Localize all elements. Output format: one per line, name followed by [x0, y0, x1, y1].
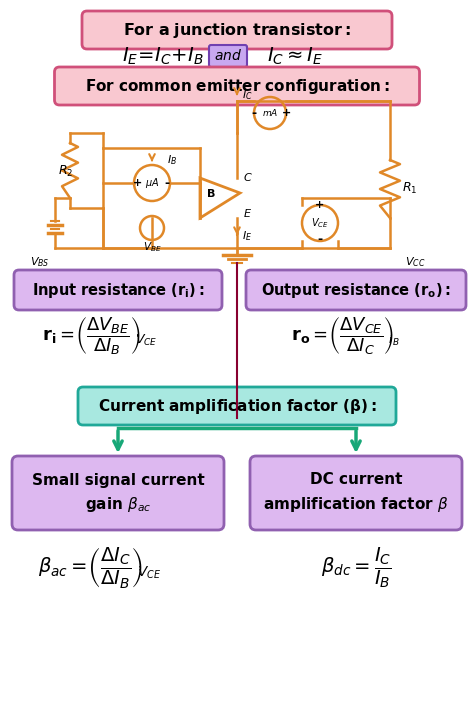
Text: $V_{CC}$: $V_{CC}$ [405, 255, 425, 269]
Text: B: B [207, 189, 215, 199]
Text: $I_C$: $I_C$ [242, 88, 253, 102]
Text: $I_E\!=\!I_C\!+\!I_B$: $I_E\!=\!I_C\!+\!I_B$ [122, 45, 204, 67]
Text: -: - [318, 234, 323, 246]
Text: $\bf{Output\ resistance\ (r_o):}$: $\bf{Output\ resistance\ (r_o):}$ [261, 280, 451, 299]
Text: $V_{BE}$: $V_{BE}$ [143, 240, 161, 253]
Text: $V_{CE}$: $V_{CE}$ [311, 216, 329, 230]
FancyBboxPatch shape [78, 387, 396, 425]
FancyBboxPatch shape [82, 11, 392, 49]
Text: +: + [283, 108, 292, 118]
Text: $\bf{For\ a\ junction\ transistor:}$: $\bf{For\ a\ junction\ transistor:}$ [123, 21, 351, 40]
Text: E: E [244, 209, 251, 219]
Text: -: - [251, 106, 256, 120]
Text: $\mu A$: $\mu A$ [145, 176, 159, 190]
Text: C: C [244, 173, 252, 183]
Text: $I_B$: $I_B$ [167, 153, 177, 167]
Text: $mA$: $mA$ [262, 108, 278, 118]
FancyBboxPatch shape [12, 456, 224, 530]
FancyBboxPatch shape [14, 270, 222, 310]
Text: $V_{BS}$: $V_{BS}$ [30, 255, 50, 269]
Text: $\it{and}$: $\it{and}$ [214, 49, 242, 64]
Text: $\mathbf{r_o} = \!\left(\dfrac{\Delta V_{CE}}{\Delta I_C}\right)_{\!\!\!I_B}$: $\mathbf{r_o} = \!\left(\dfrac{\Delta V_… [291, 315, 400, 357]
FancyBboxPatch shape [209, 45, 247, 67]
FancyBboxPatch shape [55, 67, 419, 105]
FancyBboxPatch shape [250, 456, 462, 530]
Text: $\bf{For\ common\ emitter\ configuration:}$: $\bf{For\ common\ emitter\ configuration… [84, 76, 390, 96]
Text: $R_1$: $R_1$ [402, 181, 418, 195]
FancyBboxPatch shape [246, 270, 466, 310]
Text: +: + [315, 200, 325, 210]
Text: $I_C \approx I_E$: $I_C \approx I_E$ [267, 45, 323, 67]
Text: $\beta_{ac} = \!\left(\dfrac{\Delta I_C}{\Delta I_B}\right)_{\!\!\!V_{CE}}$: $\beta_{ac} = \!\left(\dfrac{\Delta I_C}… [38, 545, 162, 590]
Text: -: - [164, 176, 170, 190]
Text: DC current
amplification factor $\beta$: DC current amplification factor $\beta$ [263, 472, 449, 513]
Text: $\beta_{dc} = \dfrac{I_C}{I_B}$: $\beta_{dc} = \dfrac{I_C}{I_B}$ [320, 546, 392, 590]
Text: $\bf{Input\ resistance\ (r_i):}$: $\bf{Input\ resistance\ (r_i):}$ [32, 280, 204, 299]
Text: $\mathbf{r_i} = \!\left(\dfrac{\Delta V_{BE}}{\Delta I_B}\right)_{\!\!\!V_{CE}}$: $\mathbf{r_i} = \!\left(\dfrac{\Delta V_… [42, 315, 158, 357]
Text: $R_2$: $R_2$ [58, 164, 73, 178]
Text: $\bf{Current\ amplification\ factor\ (\beta):}$: $\bf{Current\ amplification\ factor\ (\b… [98, 396, 376, 416]
Text: Small signal current
gain $\beta_{ac}$: Small signal current gain $\beta_{ac}$ [32, 472, 204, 513]
Text: $I_E$: $I_E$ [242, 229, 252, 243]
Text: +: + [133, 178, 143, 188]
